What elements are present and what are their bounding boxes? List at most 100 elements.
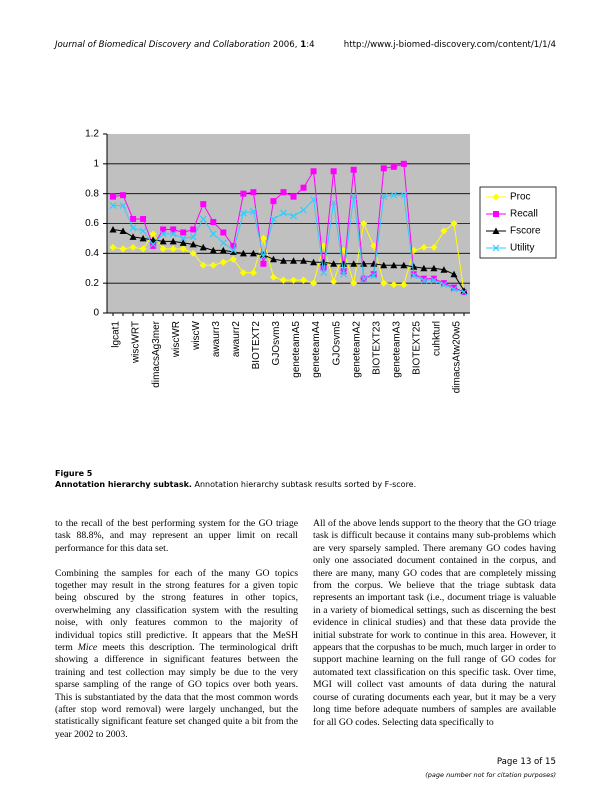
point <box>170 226 177 233</box>
point <box>189 233 197 241</box>
volume: 1 <box>300 40 307 50</box>
point <box>300 257 308 264</box>
point <box>250 189 257 196</box>
point <box>400 261 408 269</box>
point <box>260 252 267 260</box>
x-tick-label: BIOTEXT2 <box>251 321 262 370</box>
point <box>310 258 318 266</box>
y-tick-label: 0.2 <box>85 278 99 289</box>
point <box>139 227 147 235</box>
left-column: to the recall of the best performing sys… <box>55 518 298 754</box>
point <box>440 281 448 289</box>
text-run: meets this description. The terminologic… <box>55 642 298 740</box>
point <box>109 225 117 233</box>
point <box>430 276 438 284</box>
point <box>149 240 157 248</box>
figure-caption: Figure 5 Annotation hierarchy subtask. A… <box>55 468 555 490</box>
point <box>440 227 448 235</box>
point <box>209 261 217 269</box>
point <box>380 279 388 287</box>
point <box>219 239 227 247</box>
point <box>350 260 358 267</box>
point <box>450 285 458 293</box>
point <box>290 276 298 284</box>
point <box>160 226 167 233</box>
point <box>460 288 468 296</box>
point <box>230 242 237 249</box>
point <box>440 280 447 287</box>
legend-marker <box>492 193 500 201</box>
point <box>290 257 298 264</box>
legend-marker <box>493 211 499 217</box>
point <box>380 193 388 201</box>
point <box>310 168 317 175</box>
caption-text: Annotation hierarchy subtask. Annotation… <box>55 479 555 490</box>
point <box>249 249 257 257</box>
point <box>109 243 117 251</box>
point <box>110 193 116 200</box>
text-run: to the recall of the best performing sys… <box>55 518 298 554</box>
x-tick-label: BIOTEXT23 <box>371 321 382 375</box>
point <box>199 215 207 223</box>
x-tick-label: cuhkturl <box>432 321 443 356</box>
point <box>149 230 157 238</box>
url: http://www.j-biomed-discovery.com/conten… <box>343 40 556 50</box>
y-tick-label: 0.8 <box>85 188 99 199</box>
point <box>430 264 438 272</box>
point <box>119 202 127 210</box>
point <box>350 193 358 201</box>
point <box>320 269 328 277</box>
point <box>200 201 207 208</box>
point <box>269 273 277 281</box>
y-tick-label: 0.4 <box>85 248 99 259</box>
point <box>340 270 348 278</box>
point <box>239 269 247 277</box>
x-tick-label: wiscW <box>191 320 202 350</box>
point <box>450 284 457 291</box>
x-tick-label: geneteamA3 <box>391 321 402 378</box>
point <box>350 279 358 287</box>
point <box>440 266 448 273</box>
legend-label: Recall <box>510 209 538 220</box>
point <box>290 193 297 200</box>
point <box>239 249 247 257</box>
point <box>420 276 428 284</box>
text-run: All of the above lends support to the th… <box>313 518 556 728</box>
x-tick-label: dimacsAtw20w5 <box>452 321 463 394</box>
x-tick-label: awaurr3 <box>211 321 222 358</box>
point <box>270 215 277 223</box>
point <box>159 237 167 245</box>
point <box>300 206 307 214</box>
point <box>420 275 427 282</box>
point <box>280 209 287 217</box>
point <box>280 189 287 196</box>
figure-label: Figure 5 <box>55 469 93 478</box>
legend-box <box>479 186 557 259</box>
point <box>140 216 147 223</box>
point <box>310 196 317 204</box>
journal: Journal of Biomedical Discovery and Coll… <box>55 40 271 50</box>
point <box>269 255 277 263</box>
point <box>300 184 307 191</box>
point <box>120 192 127 199</box>
paragraph: Combining the samples for each of the ma… <box>55 568 298 742</box>
point <box>400 281 408 289</box>
point <box>169 230 177 238</box>
point <box>159 230 167 238</box>
article: :4 <box>306 40 315 50</box>
x-tick-label: dimacsAg3mer <box>151 320 162 387</box>
point <box>129 224 137 232</box>
x-tick-label: geneteamA2 <box>351 321 362 378</box>
point <box>360 275 368 283</box>
point <box>249 269 257 277</box>
point <box>129 233 137 240</box>
point <box>390 163 397 170</box>
point <box>240 190 247 197</box>
point <box>229 246 237 254</box>
point <box>130 216 137 223</box>
point <box>330 168 337 175</box>
point <box>119 245 127 253</box>
point <box>219 246 227 254</box>
running-header: Journal of Biomedical Discovery and Coll… <box>55 40 315 50</box>
